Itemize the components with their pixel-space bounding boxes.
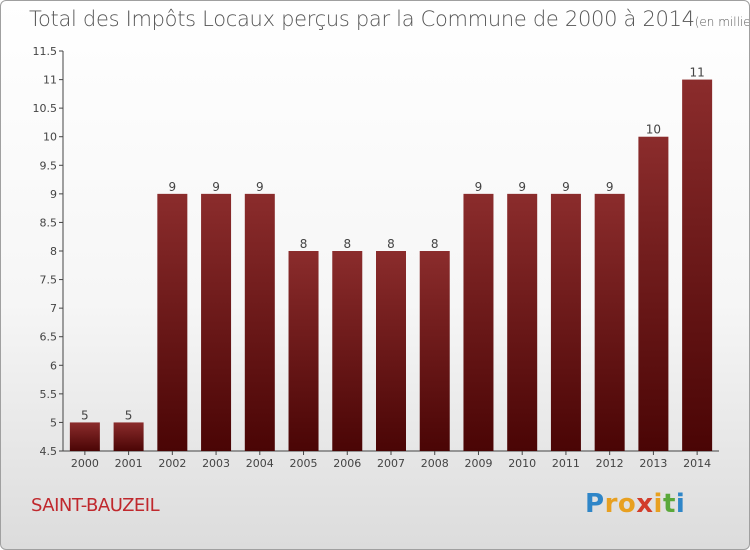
x-tick-label: 2012 — [596, 457, 624, 470]
y-tick-label: 10.5 — [33, 102, 58, 115]
bar-value-label: 9 — [475, 180, 483, 194]
bar — [113, 422, 144, 451]
y-tick-label: 4.5 — [40, 445, 58, 458]
y-tick-label: 11 — [43, 74, 57, 87]
bar — [419, 251, 450, 451]
y-tick-label: 7.5 — [40, 274, 58, 287]
bar — [463, 193, 494, 451]
bar — [594, 193, 625, 451]
y-tick-label: 5.5 — [40, 388, 58, 401]
x-tick-label: 2005 — [290, 457, 318, 470]
bar-value-label: 9 — [256, 180, 264, 194]
bar-value-label: 8 — [343, 237, 351, 251]
bar-value-label: 8 — [387, 237, 395, 251]
y-tick-label: 8 — [50, 245, 57, 258]
logo-letter: i — [675, 489, 686, 519]
x-tick-label: 2009 — [464, 457, 492, 470]
y-tick-label: 9 — [50, 188, 57, 201]
logo-letter: t — [662, 489, 676, 519]
bar-value-label: 10 — [646, 123, 661, 137]
bar — [69, 422, 100, 451]
logo-letter: x — [636, 489, 654, 519]
bar-value-label: 9 — [606, 180, 614, 194]
x-tick-label: 2002 — [158, 457, 186, 470]
bar — [638, 136, 669, 451]
bar — [332, 251, 363, 451]
x-tick-label: 2004 — [246, 457, 274, 470]
y-tick-label: 11.5 — [33, 45, 58, 58]
bar — [201, 193, 232, 451]
x-tick-label: 2001 — [115, 457, 143, 470]
bar-value-label: 8 — [431, 237, 439, 251]
x-tick-label: 2008 — [421, 457, 449, 470]
x-tick-label: 2000 — [71, 457, 99, 470]
bar — [682, 79, 713, 452]
title-text: Total des Impôts Locaux perçus par la Co… — [29, 7, 695, 31]
bar — [244, 193, 275, 451]
proxiti-logo: Proxiti — [585, 489, 685, 519]
bar-value-label: 9 — [169, 180, 177, 194]
y-tick-label: 8.5 — [40, 216, 58, 229]
bar — [288, 251, 319, 451]
logo-letter: i — [653, 489, 663, 519]
bar-value-label: 5 — [125, 408, 133, 422]
y-tick-label: 5 — [50, 416, 57, 429]
bar-value-label: 5 — [81, 408, 89, 422]
bar — [157, 193, 188, 451]
y-tick-label: 9.5 — [40, 159, 58, 172]
title-unit: (en milliers d'€) — [694, 15, 750, 29]
x-tick-label: 2007 — [377, 457, 405, 470]
chart-title: Total des Impôts Locaux perçus par la Co… — [29, 7, 750, 31]
bar-value-label: 9 — [212, 180, 220, 194]
bar — [376, 251, 406, 451]
x-tick-label: 2003 — [202, 457, 230, 470]
y-tick-label: 7 — [50, 302, 57, 315]
bar-value-label: 11 — [689, 66, 704, 80]
logo-letter: o — [617, 489, 637, 519]
bar-value-label: 9 — [518, 180, 526, 194]
bar-value-label: 9 — [562, 180, 570, 194]
bar — [550, 193, 581, 451]
x-tick-label: 2011 — [552, 457, 580, 470]
x-tick-label: 2006 — [333, 457, 361, 470]
x-tick-label: 2013 — [639, 457, 667, 470]
y-tick-label: 10 — [43, 131, 57, 144]
bar-value-label: 8 — [300, 237, 308, 251]
y-tick-label: 6 — [50, 359, 57, 372]
x-tick-label: 2014 — [683, 457, 711, 470]
bar — [507, 193, 538, 451]
commune-name: SAINT-BAUZEIL — [31, 495, 160, 516]
logo-letter: P — [585, 489, 605, 519]
y-tick-label: 6.5 — [40, 331, 58, 344]
logo-letter: r — [604, 489, 618, 519]
x-tick-label: 2010 — [508, 457, 536, 470]
